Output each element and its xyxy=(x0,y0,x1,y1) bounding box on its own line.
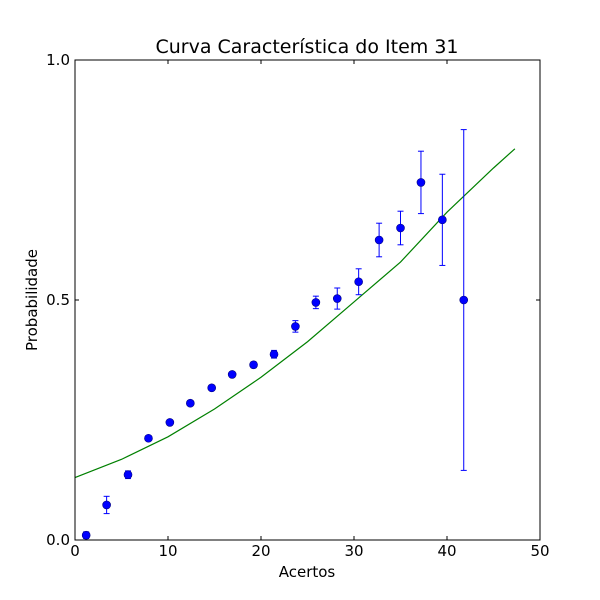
data-point xyxy=(438,215,447,225)
data-point xyxy=(332,294,342,303)
y-tick-label: 1.0 xyxy=(46,51,70,69)
data-point xyxy=(186,398,195,408)
x-tick-label: 0 xyxy=(70,542,80,560)
x-tick-label: 40 xyxy=(437,542,456,560)
data-point xyxy=(374,235,384,245)
y-axis-ticks: 0.0 0.5 1.0 xyxy=(46,51,540,549)
data-point xyxy=(311,298,321,307)
y-axis-label: Probabilidade xyxy=(23,249,41,351)
x-tick-label: 20 xyxy=(251,542,270,560)
data-point xyxy=(102,500,111,510)
data-point xyxy=(354,277,363,287)
data-point xyxy=(396,223,405,233)
y-tick-label: 0.5 xyxy=(46,291,70,309)
x-tick-label: 10 xyxy=(158,542,177,560)
fitted-curve xyxy=(74,148,516,479)
plot-frame xyxy=(74,59,541,541)
data-point xyxy=(144,433,153,443)
x-axis-label: Acertos xyxy=(279,563,336,581)
plot-area xyxy=(74,129,516,540)
data-point xyxy=(123,470,133,480)
x-tick-label: 30 xyxy=(344,542,363,560)
x-tick-label: 50 xyxy=(530,542,549,560)
data-point xyxy=(165,418,175,427)
data-point xyxy=(227,370,237,379)
data-point xyxy=(207,383,217,393)
data-point xyxy=(459,295,469,305)
data-point xyxy=(81,530,91,540)
data-point xyxy=(249,360,258,370)
data-point xyxy=(416,178,426,187)
chart-title: Curva Característica do Item 31 xyxy=(155,36,458,58)
data-point xyxy=(269,349,279,359)
y-tick-label: 0.0 xyxy=(46,531,70,549)
data-point xyxy=(291,322,300,331)
x-axis-ticks: 0 10 20 30 40 50 xyxy=(70,60,550,560)
